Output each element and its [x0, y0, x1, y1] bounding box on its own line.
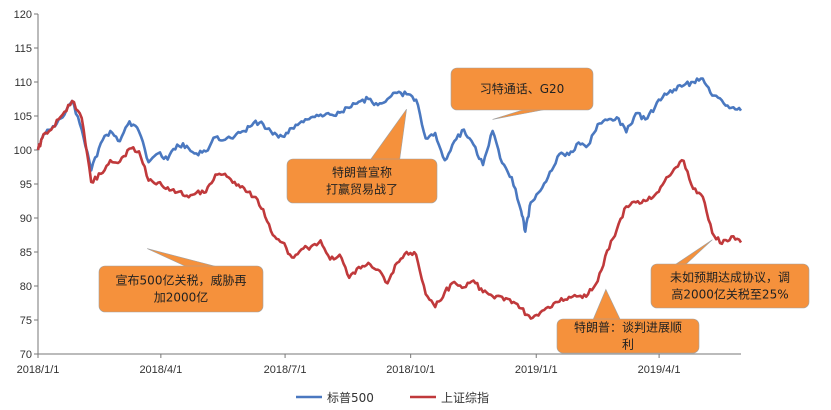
callout-box — [556, 318, 700, 354]
x-tick-label: 2019/4/1 — [638, 364, 681, 376]
callout-text: 打赢贸易战了 — [326, 182, 398, 197]
callout-box — [650, 263, 810, 309]
callout-text: 特朗普：谈判进展顺 — [574, 320, 682, 335]
legend-label: 上证综指 — [441, 390, 489, 405]
x-axis-tick-labels: 2018/1/1 2018/4/1 2018/7/1 2018/10/1 2019/1/… — [17, 354, 681, 376]
y-tick-label: 75 — [20, 315, 32, 327]
callout-text: 特朗普宣称 — [332, 165, 392, 180]
callout-text: 习特通话、G20 — [480, 81, 565, 96]
axes — [37, 14, 741, 355]
x-tick-label: 2019/1/1 — [515, 364, 558, 376]
y-tick-label: 90 — [20, 213, 32, 225]
y-tick-label: 95 — [20, 179, 32, 191]
x-tick-label: 2018/4/1 — [139, 364, 182, 376]
x-tick-label: 2018/10/1 — [386, 364, 435, 376]
callout-text: 加2000亿 — [154, 290, 209, 305]
y-tick-label: 85 — [20, 247, 32, 259]
callout-box — [450, 67, 594, 111]
y-tick-label: 100 — [14, 145, 32, 157]
callout-box — [98, 265, 264, 313]
series-line-2 — [36, 99, 743, 320]
y-axis-tick-labels: 70 75 80 85 90 95 100 105 110 115 120 — [14, 9, 38, 361]
annotation-callouts: 宣布500亿关税，威胁再加2000亿特朗普宣称打赢贸易战了习特通话、G20特朗普… — [98, 67, 810, 354]
legend-label: 标普500 — [327, 391, 374, 405]
y-tick-label: 70 — [20, 349, 32, 361]
series-line-1 — [36, 77, 743, 233]
callout-box — [286, 158, 438, 204]
callout-pointer — [592, 288, 622, 322]
callout-text: 利 — [622, 338, 634, 352]
callout-text: 宣布500亿关税，威胁再 — [116, 273, 247, 288]
y-tick-label: 115 — [14, 43, 32, 55]
callout-text: 未如预期达成协议，调 — [670, 270, 790, 285]
y-tick-label: 110 — [14, 77, 32, 89]
callout-pointer — [368, 109, 407, 162]
callout-pointer — [147, 248, 223, 269]
callout-text: 高2000亿关税至25% — [671, 287, 788, 302]
series-lines — [36, 77, 743, 320]
y-tick-label: 80 — [20, 281, 32, 293]
y-tick-label: 105 — [14, 111, 32, 123]
x-tick-label: 2018/7/1 — [264, 364, 307, 376]
x-tick-label: 2018/1/1 — [17, 364, 60, 376]
callout-3: 习特通话、G20 — [450, 67, 594, 120]
legend: 标普500 上证综指 — [296, 390, 489, 405]
y-tick-label: 120 — [14, 9, 32, 21]
